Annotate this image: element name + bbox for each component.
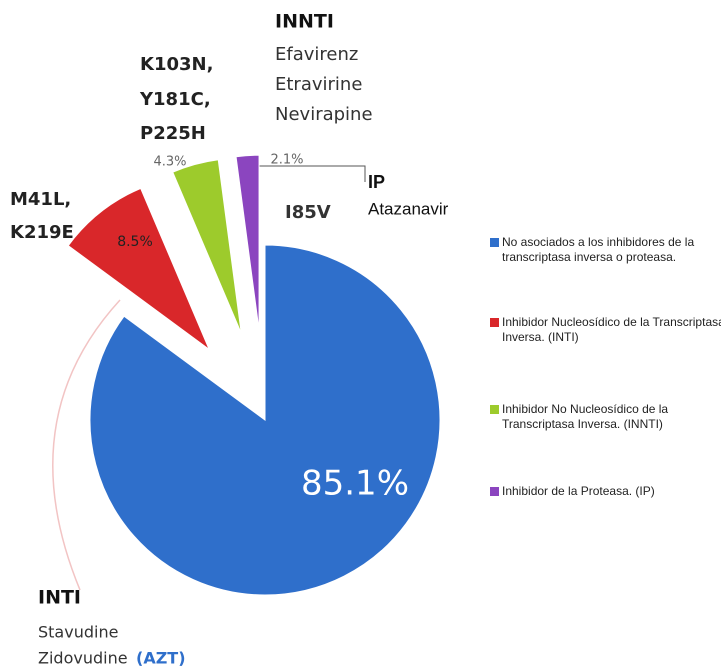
legend-label: Inhibidor de la Proteasa. (IP) <box>502 484 655 498</box>
annotation: Atazanavir <box>368 199 449 218</box>
legend-entry: No asociados a los inhibidores de la tra… <box>490 235 721 265</box>
legend-entry: Inhibidor de la Proteasa. (IP) <box>490 484 721 499</box>
legend-swatch <box>490 405 499 414</box>
annotation: K219E <box>10 222 74 243</box>
legend-swatch <box>490 238 499 247</box>
annotation: Nevirapine <box>275 104 373 125</box>
legend-entry: Inhibidor No Nucleosídico de la Transcri… <box>490 402 721 432</box>
pie-slice <box>172 159 242 334</box>
annotation: I85V <box>285 202 331 223</box>
legend-swatch <box>490 318 499 327</box>
leader-line <box>52 299 121 591</box>
legend-swatch <box>490 487 499 496</box>
pie-slice <box>235 154 260 331</box>
annotation: INTI <box>38 587 81 609</box>
value-label: 8.5% <box>117 234 153 250</box>
legend-label: Inhibidor No Nucleosídico de la Transcri… <box>502 402 669 431</box>
value-label: 2.1% <box>270 153 303 168</box>
annotation: Efavirenz <box>275 44 358 65</box>
annotation: (AZT) <box>136 649 186 666</box>
annotation: P225H <box>140 123 206 144</box>
legend-label: Inhibidor Nucleosídico de la Transcripta… <box>502 315 721 344</box>
annotation: Y181C, <box>139 89 211 110</box>
annotation: INNTI <box>275 11 334 33</box>
annotation: K103N, <box>140 54 213 75</box>
annotation: M41L, <box>10 189 71 210</box>
value-label: 4.3% <box>153 155 186 170</box>
pie-slice <box>89 244 441 596</box>
annotation: Etravirine <box>275 74 362 95</box>
legend-label: No asociados a los inhibidores de la tra… <box>502 235 695 264</box>
pie-slice <box>67 187 211 351</box>
leader-line <box>247 165 366 182</box>
annotation: Stavudine <box>38 623 118 642</box>
annotation: Zidovudine <box>38 649 128 666</box>
legend-entry: Inhibidor Nucleosídico de la Transcripta… <box>490 315 721 345</box>
annotation: IP <box>368 172 385 192</box>
value-label: 85.1% <box>301 464 409 504</box>
